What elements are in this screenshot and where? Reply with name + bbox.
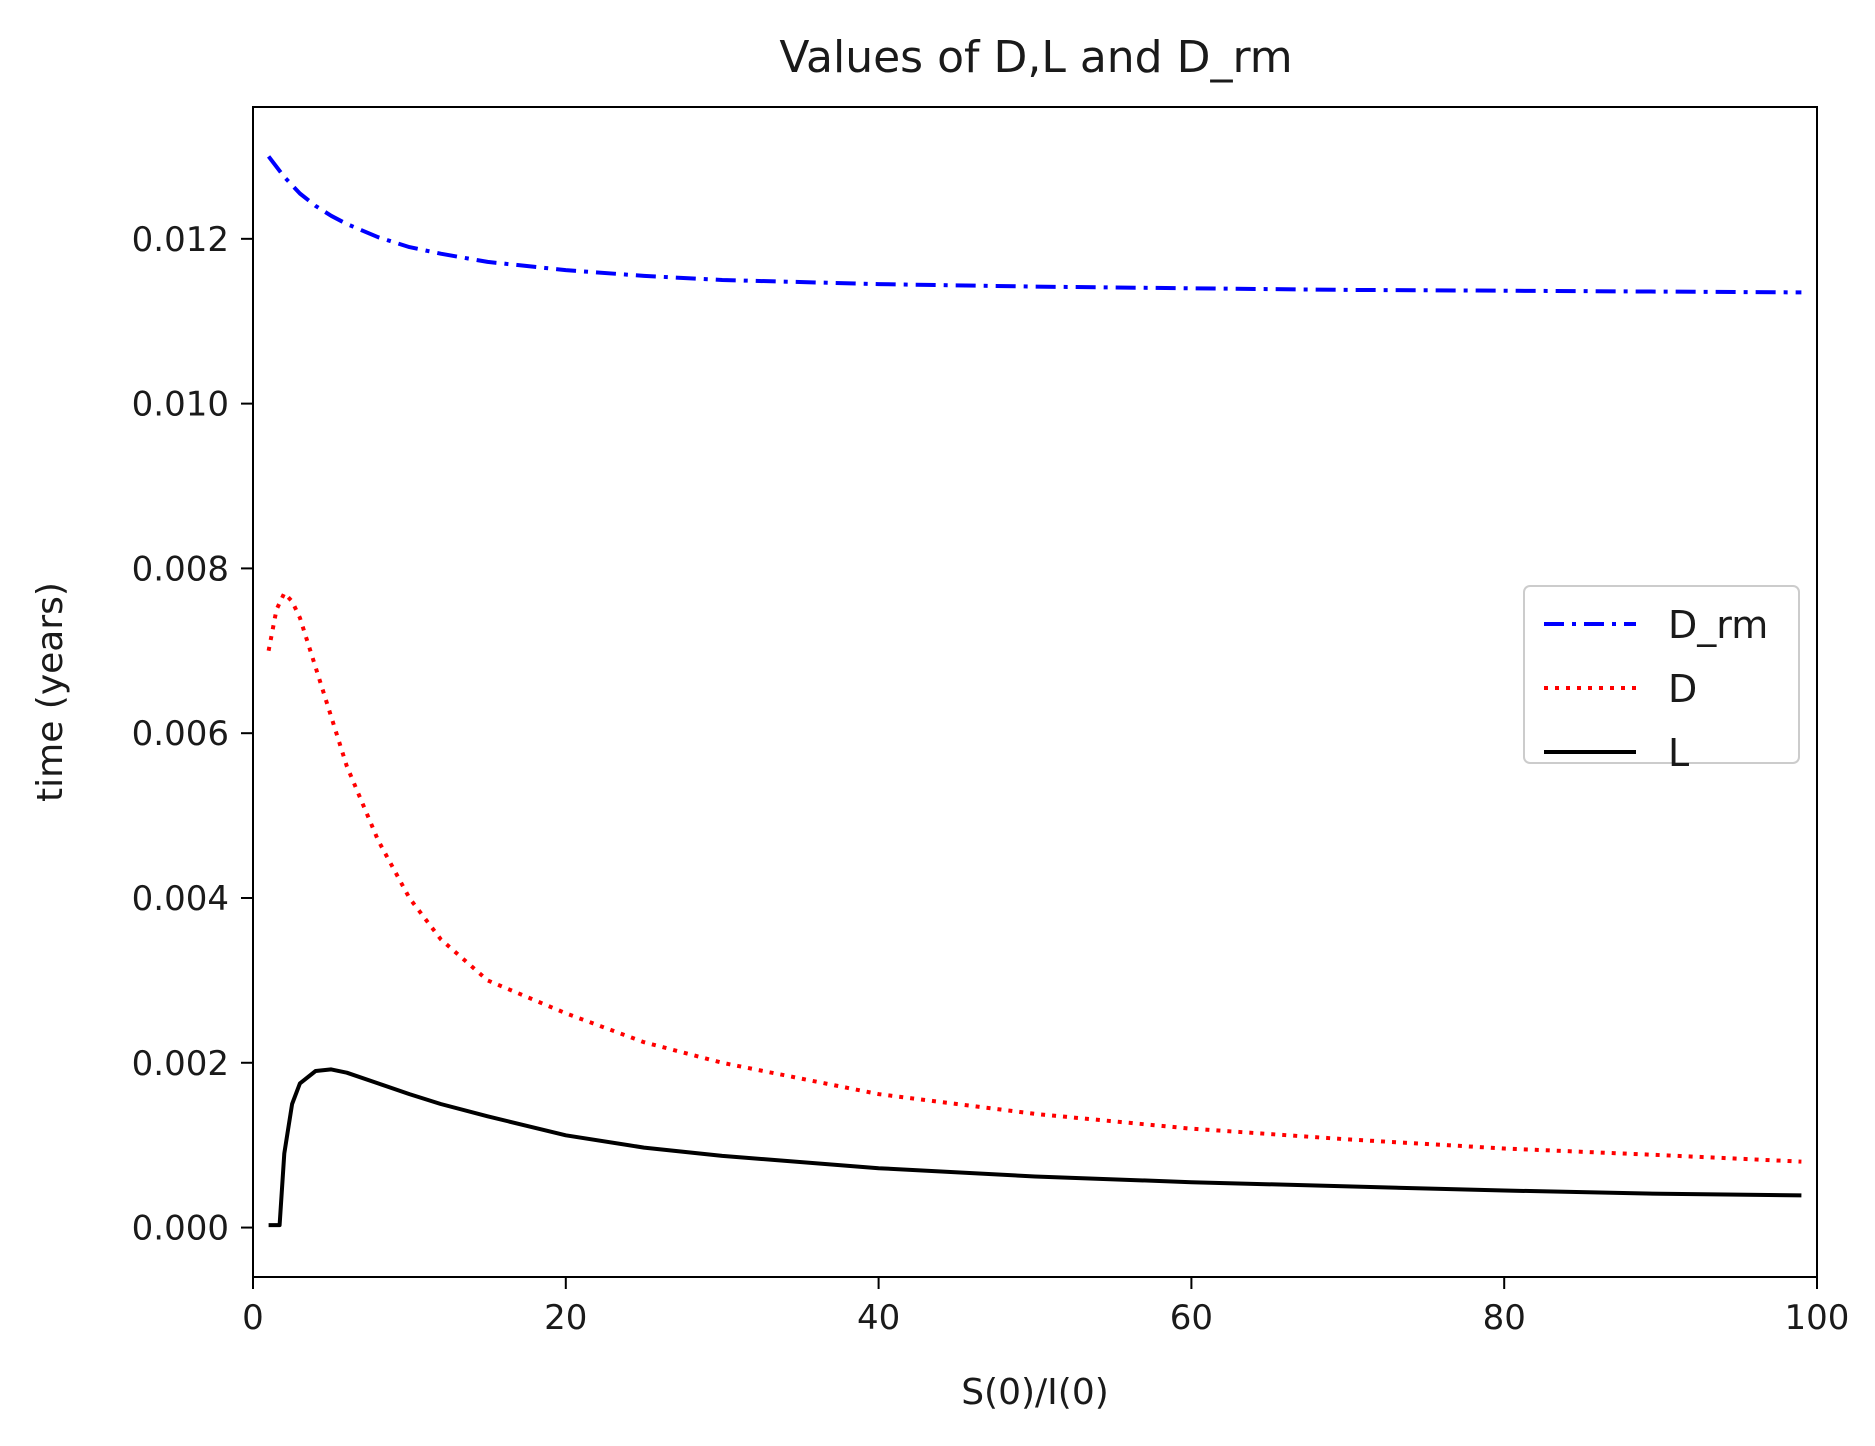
legend-label: L <box>1668 731 1689 775</box>
x-axis-label: S(0)/I(0) <box>961 1372 1109 1413</box>
legend-box <box>1523 585 1800 764</box>
legend-label: D_rm <box>1668 603 1768 647</box>
y-tick-label: 0.004 <box>132 879 229 919</box>
x-tick-label: 0 <box>242 1298 264 1338</box>
x-tick-label: 60 <box>1170 1298 1213 1338</box>
x-tick-label: 80 <box>1483 1298 1526 1338</box>
plot-frame <box>252 106 1818 1278</box>
legend-label: D <box>1668 667 1697 711</box>
y-axis-label: time (years) <box>30 582 71 802</box>
y-tick-label: 0.000 <box>132 1209 229 1249</box>
y-tick-label: 0.012 <box>132 220 229 260</box>
x-tick-label: 40 <box>857 1298 900 1338</box>
y-tick-label: 0.006 <box>132 714 229 754</box>
y-tick-label: 0.002 <box>132 1044 229 1084</box>
series-line-d <box>266 591 1802 1164</box>
y-tick-label: 0.008 <box>132 549 229 589</box>
legend: D_rm DL <box>1523 585 1800 775</box>
chart-title: Values of D,L and D_rm <box>779 32 1292 83</box>
series-line-l <box>268 1067 1802 1228</box>
series-line-d-rm <box>267 155 1802 295</box>
x-tick-label: 100 <box>1785 1298 1850 1338</box>
x-tick-label: 20 <box>544 1298 587 1338</box>
y-tick-label: 0.010 <box>132 385 229 425</box>
